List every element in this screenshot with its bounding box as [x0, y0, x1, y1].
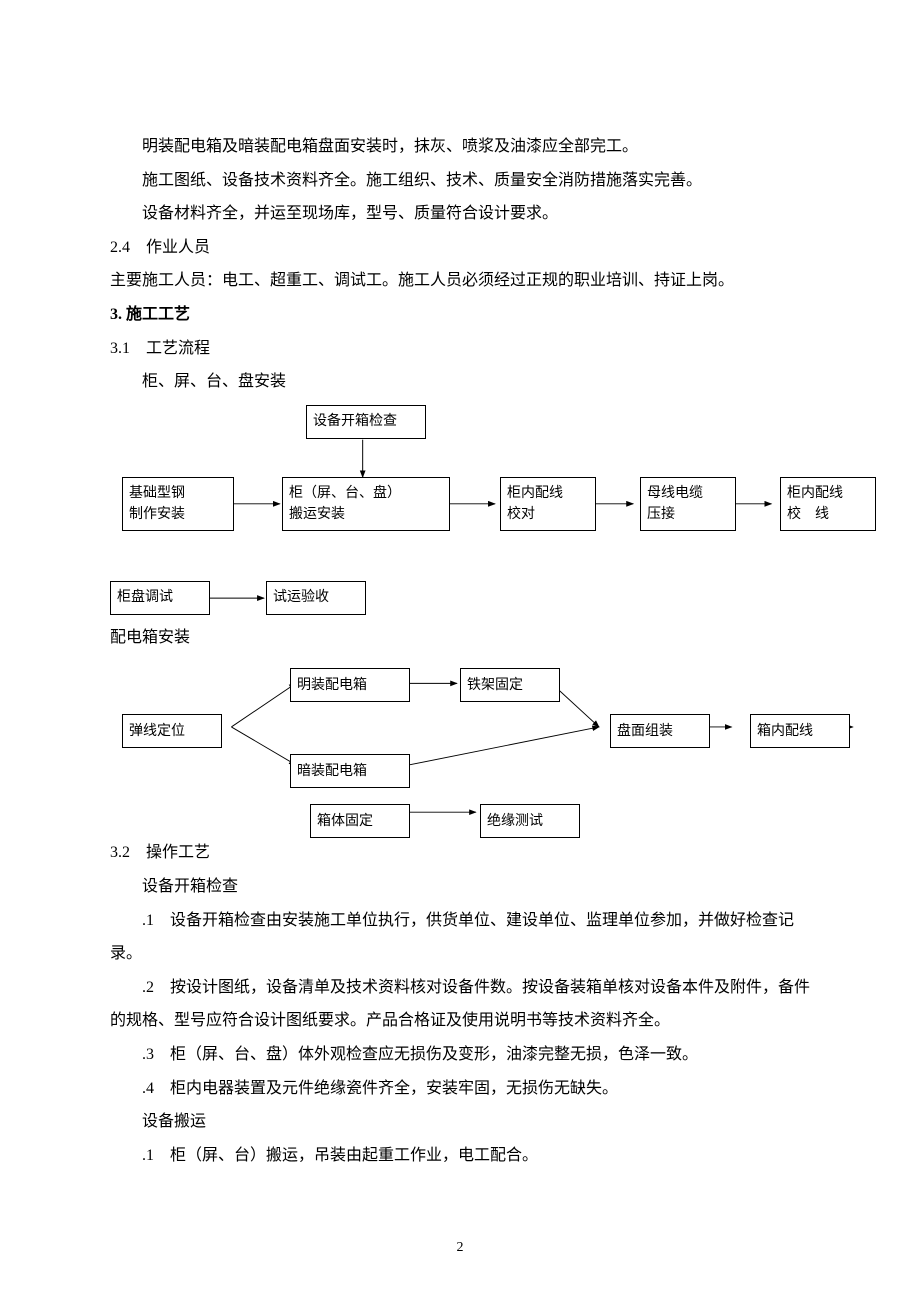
- paragraph: .3 柜（屏、台、盘）体外观检查应无损伤及变形，油漆完整无损，色泽一致。: [110, 1038, 810, 1072]
- heading-2-4: 2.4 作业人员: [110, 231, 810, 265]
- flowchart-1: 设备开箱检查基础型钢制作安装柜（屏、台、盘）搬运安装柜内配线校对母线电缆压接柜内…: [110, 405, 870, 575]
- flow-node-n_move: 柜（屏、台、盘）搬运安装: [282, 477, 450, 531]
- flow-node-n_check: 设备开箱检查: [306, 405, 426, 439]
- paragraph: 主要施工人员：电工、超重工、调试工。施工人员必须经过正规的职业培训、持证上岗。: [110, 264, 810, 298]
- heading-3-2: 3.2 操作工艺: [110, 836, 810, 870]
- paragraph: .1 柜（屏、台）搬运，吊装由起重工作业，电工配合。: [110, 1139, 810, 1173]
- paragraph: 柜、屏、台、盘安装: [110, 365, 810, 399]
- flow-node-n_snap: 弹线定位: [122, 714, 222, 748]
- paragraph: .4 柜内电器装置及元件绝缘瓷件齐全，安装牢固，无损伤无缺失。: [110, 1072, 810, 1106]
- flow-node-n_boxfix: 箱体固定: [310, 804, 410, 838]
- flow-node-n_iron: 铁架固定: [460, 668, 560, 702]
- flowchart-2: 柜盘调试 试运验收: [110, 575, 870, 635]
- flowchart-3: 弹线定位明装配电箱暗装配电箱铁架固定盘面组装箱内配线箱体固定绝缘测试: [110, 654, 870, 834]
- flow-node-n_wire2: 柜内配线校 线: [780, 477, 876, 531]
- paragraph: 设备搬运: [110, 1105, 810, 1139]
- flow-node-n_an: 暗装配电箱: [290, 754, 410, 788]
- paragraph: 设备开箱检查: [110, 870, 810, 904]
- flow-node-n_ming: 明装配电箱: [290, 668, 410, 702]
- document-page: 明装配电箱及暗装配电箱盘面安装时，抹灰、喷浆及油漆应全部完工。 施工图纸、设备技…: [0, 0, 920, 1302]
- heading-3-1: 3.1 工艺流程: [110, 332, 810, 366]
- flow-node-n_base: 基础型钢制作安装: [122, 477, 234, 531]
- paragraph: 明装配电箱及暗装配电箱盘面安装时，抹灰、喷浆及油漆应全部完工。: [110, 130, 810, 164]
- flow-node-n_trial: 试运验收: [266, 581, 366, 615]
- paragraph: .2 按设计图纸，设备清单及技术资料核对设备件数。按设备装箱单核对设备本件及附件…: [110, 971, 810, 1038]
- paragraph: 施工图纸、设备技术资料齐全。施工组织、技术、质量安全消防措施落实完善。: [110, 164, 810, 198]
- flow-node-n_panel: 盘面组装: [610, 714, 710, 748]
- flow-node-n_bus: 母线电缆压接: [640, 477, 736, 531]
- page-number: 2: [0, 1233, 920, 1262]
- flow-node-n_insul: 绝缘测试: [480, 804, 580, 838]
- flow-node-n_debug: 柜盘调试: [110, 581, 210, 615]
- paragraph: .1 设备开箱检查由安装施工单位执行，供货单位、建设单位、监理单位参加，并做好检…: [110, 904, 810, 971]
- flow-node-n_wire1: 柜内配线校对: [500, 477, 596, 531]
- flow-node-n_boxw: 箱内配线: [750, 714, 850, 748]
- paragraph: 设备材料齐全，并运至现场库，型号、质量符合设计要求。: [110, 197, 810, 231]
- heading-3: 3. 施工工艺: [110, 298, 810, 332]
